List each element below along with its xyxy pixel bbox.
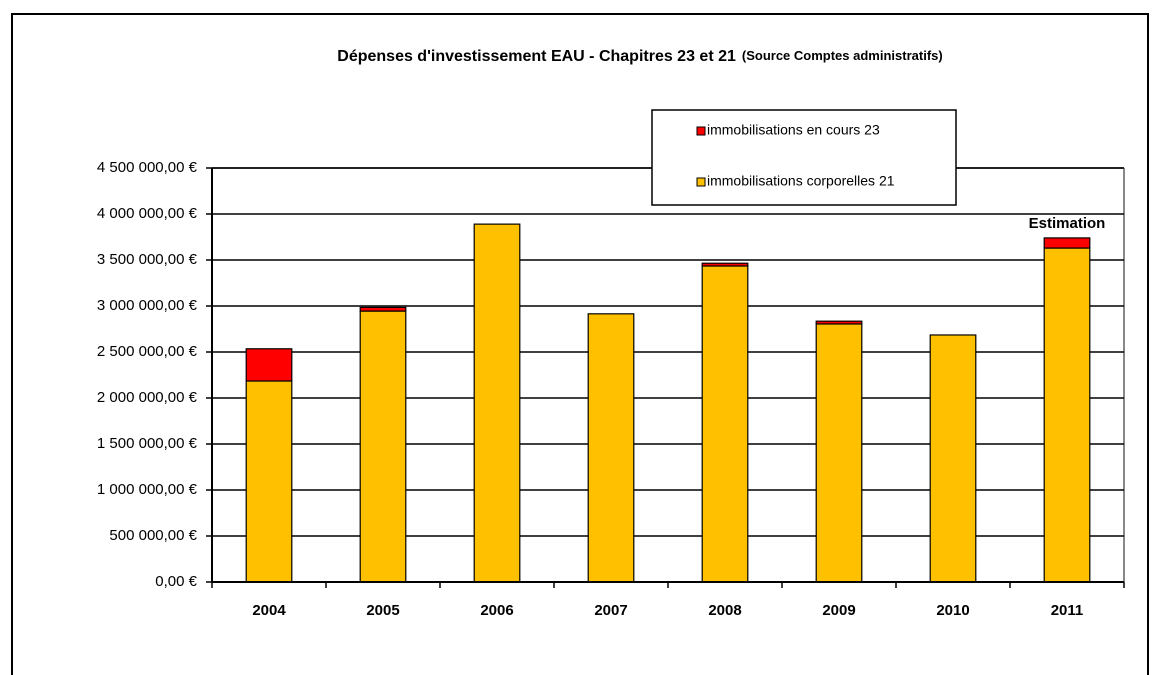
bar-segment (929, 334, 977, 583)
annotation: Estimation (1029, 215, 1106, 232)
legend-swatch (696, 126, 706, 136)
legend-box (651, 109, 957, 206)
chart-title: Dépenses d'investissement EAU - Chapitre… (337, 48, 736, 65)
bar-segment (359, 310, 407, 583)
y-tick-label: 3 500 000,00 € (97, 251, 198, 268)
x-tick-label: 2010 (936, 602, 969, 619)
bar-segment (1043, 237, 1091, 249)
x-tick-label: 2009 (822, 602, 855, 619)
legend: immobilisations en cours 23 immobilisatio… (651, 109, 957, 206)
y-tick-label: 0,00 € (155, 573, 197, 590)
bar-segment (473, 223, 521, 583)
bar-segment (245, 348, 293, 382)
y-tick-label: 1 500 000,00 € (97, 435, 198, 452)
x-tick-label: 2005 (366, 602, 399, 619)
y-tick-label: 3 000 000,00 € (97, 297, 198, 314)
legend-label: immobilisations corporelles 21 (707, 173, 895, 189)
x-tick-label: 2011 (1051, 602, 1084, 619)
x-tick-label: 2006 (480, 602, 513, 619)
x-tick-label: 2004 (252, 602, 286, 619)
chart-subtitle: (Source Comptes administratifs) (742, 48, 943, 63)
bar-segment (1043, 247, 1091, 583)
bar-segment (701, 265, 749, 583)
y-tick-label: 4 500 000,00 € (97, 159, 198, 176)
y-tick-label: 1 000 000,00 € (97, 481, 198, 498)
bar-segment (815, 323, 863, 583)
bar-segment (245, 380, 293, 583)
bar-segment (701, 262, 749, 267)
y-tick-label: 500 000,00 € (109, 527, 197, 544)
legend-swatch (696, 177, 706, 187)
x-tick-label: 2007 (594, 602, 627, 619)
legend-label: immobilisations en cours 23 (707, 122, 880, 138)
bar-segment (815, 320, 863, 325)
chart-title-line: Dépenses d'investissement EAU - Chapitre… (337, 48, 942, 65)
y-tick-label: 2 000 000,00 € (97, 389, 198, 406)
y-tick-label: 2 500 000,00 € (97, 343, 198, 360)
y-tick-label: 4 000 000,00 € (97, 205, 198, 222)
bar-segment (359, 306, 407, 312)
bar-segment (587, 313, 635, 583)
x-tick-label: 2008 (708, 602, 741, 619)
